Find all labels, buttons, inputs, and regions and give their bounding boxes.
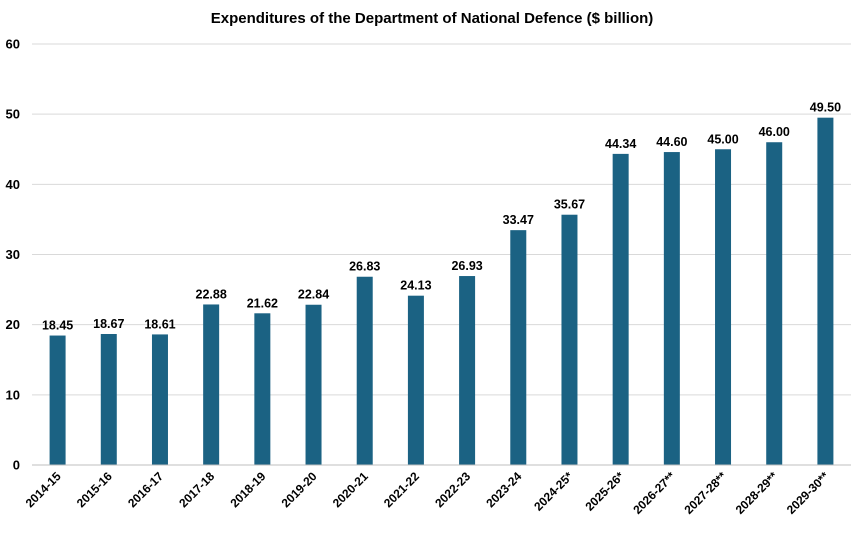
bar-2027-28	[715, 149, 732, 465]
bar-2020-21	[356, 276, 373, 465]
x-tick-label: 2014-15	[23, 469, 64, 510]
data-label: 22.84	[298, 288, 329, 302]
x-tick-label: 2018-19	[227, 469, 268, 510]
data-label: 33.47	[503, 213, 534, 227]
bar-2014-15	[49, 335, 66, 465]
x-tick-label: 2027-28**	[682, 469, 730, 517]
gridlines	[32, 43, 851, 396]
x-tick-label: 2024-25*	[531, 469, 576, 514]
data-label: 35.67	[554, 198, 585, 212]
bar-2015-16	[100, 333, 117, 465]
data-label: 44.60	[656, 135, 687, 149]
bar-2025-26	[612, 153, 629, 466]
data-label: 24.13	[400, 279, 431, 293]
y-tick-label: 10	[6, 387, 20, 402]
y-tick-label: 50	[6, 107, 20, 122]
x-tick-label: 2029-30**	[784, 469, 832, 517]
x-tick-label: 2015-16	[74, 469, 115, 510]
x-tick-label: 2026-27**	[630, 469, 678, 517]
y-tick-label: 20	[6, 317, 20, 332]
y-tick-label: 40	[6, 177, 20, 192]
x-tick-label: 2019-20	[279, 469, 320, 510]
data-label: 18.61	[144, 317, 175, 331]
x-tick-label: 2025-26*	[582, 469, 627, 514]
bar-2021-22	[407, 295, 424, 465]
x-tick-label: 2021-22	[381, 469, 422, 510]
bar-2023-24	[510, 230, 527, 465]
x-tick-label: 2028-29**	[733, 469, 781, 517]
x-tick-label: 2023-24	[483, 469, 524, 510]
bar-2028-29	[766, 142, 783, 465]
bar-2018-19	[254, 313, 271, 465]
data-label: 22.88	[196, 287, 227, 301]
bars	[49, 117, 834, 466]
data-label: 49.50	[810, 101, 841, 115]
data-label: 26.83	[349, 260, 380, 274]
x-tick-label: 2020-21	[330, 469, 371, 510]
data-labels: 18.45 18.67 18.61 22.88 21.62 22.84 26.83 24.13…	[42, 101, 841, 333]
y-tick-label: 60	[6, 37, 20, 52]
bar-2029-30	[817, 117, 834, 466]
bar-2017-18	[203, 304, 220, 465]
data-label: 21.62	[247, 296, 278, 310]
data-label: 46.00	[759, 125, 790, 139]
bar-2016-17	[151, 334, 168, 465]
x-tick-label: 2016-17	[125, 469, 166, 510]
y-axis-ticks: 0 10 20 30 40 50 60	[6, 37, 20, 473]
y-tick-label: 30	[6, 247, 20, 262]
data-label: 18.45	[42, 319, 73, 333]
bar-2026-27	[663, 152, 680, 465]
bar-2022-23	[459, 276, 476, 465]
bar-2024-25	[561, 214, 578, 465]
data-label: 45.00	[707, 132, 738, 146]
bar-2019-20	[305, 304, 322, 465]
data-label: 18.67	[93, 317, 124, 331]
x-tick-label: 2017-18	[176, 469, 217, 510]
data-label: 26.93	[451, 259, 482, 273]
y-tick-label: 0	[13, 458, 20, 473]
x-tick-label: 2022-23	[432, 469, 473, 510]
x-axis-ticks: 2014-15 2015-16 2016-17 2017-18 2018-19 2019-…	[23, 469, 832, 517]
chart-title: Expenditures of the Department of Nation…	[211, 10, 654, 27]
data-label: 44.34	[605, 137, 636, 151]
